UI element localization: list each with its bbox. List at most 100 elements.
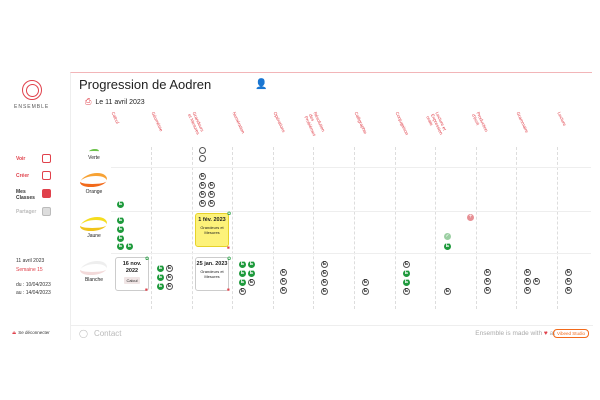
badge-grey[interactable]: E (321, 270, 328, 277)
badge-grey[interactable]: E (239, 288, 246, 295)
nav-voir[interactable]: Voir (16, 156, 26, 162)
validation-card[interactable]: 1 fév. 2023 Grandeurs et Mesures (195, 213, 229, 247)
badge-grey[interactable]: E (280, 269, 287, 276)
badge-green[interactable]: E (126, 243, 133, 250)
green-belt-icon (88, 149, 100, 153)
badge-grey[interactable]: E (166, 265, 173, 272)
validation-card[interactable]: 16 nov. 2022 Calcul (115, 257, 149, 291)
add-icon[interactable]: + (467, 214, 474, 221)
badge-grey[interactable]: E (199, 173, 206, 180)
badge-grey[interactable]: E (166, 274, 173, 281)
nav-mes-classes[interactable]: Mes Classes (16, 189, 35, 201)
badge-green[interactable]: E (239, 261, 246, 268)
badge-green[interactable]: E (117, 226, 124, 233)
badge-grey[interactable]: E (403, 261, 410, 268)
badge-grey[interactable]: E (248, 279, 255, 286)
badge-grey[interactable]: E (208, 200, 215, 207)
week-end: au : 14/04/2023 (16, 290, 51, 296)
column-header-calcul: Calcul (110, 111, 121, 125)
badge-grey[interactable]: E (208, 182, 215, 189)
user-settings-icon[interactable]: 👤 (255, 79, 268, 90)
validation-card[interactable]: 25 jan. 2023 Grandeurs et Mesures (195, 257, 229, 291)
badge-grey[interactable]: E (280, 287, 287, 294)
badge-green[interactable]: E (239, 270, 246, 277)
badge-grey[interactable]: E (524, 278, 531, 285)
pen-icon[interactable] (42, 171, 51, 180)
badge-grey[interactable]: E (321, 261, 328, 268)
badge-grey[interactable]: E (199, 191, 206, 198)
badge-grey[interactable]: E (484, 287, 491, 294)
badge-grey[interactable]: E (524, 269, 531, 276)
column-header-lecture: Lecture (556, 111, 568, 127)
printer-icon[interactable]: ⎙ (85, 97, 92, 106)
contact-link[interactable]: ◯ Contact (79, 329, 122, 338)
badge-green[interactable]: E (117, 243, 124, 250)
trash-icon[interactable]: ■ (145, 287, 148, 292)
badge-grey[interactable] (199, 147, 206, 154)
badge-grey[interactable]: E (321, 279, 328, 286)
badge-green[interactable]: E (117, 235, 124, 242)
badge-grey[interactable]: E (403, 288, 410, 295)
badge-green[interactable]: E (117, 201, 124, 208)
badge-grey[interactable]: E (484, 269, 491, 276)
studio-badge[interactable]: Vibeed Studio (553, 329, 589, 338)
share-icon[interactable] (42, 207, 51, 216)
trash-icon[interactable]: ■ (227, 287, 230, 292)
level-blanche: Blanche (77, 261, 111, 283)
badge-grey[interactable]: E (565, 278, 572, 285)
badge-grey[interactable]: E (524, 287, 531, 294)
gear-icon[interactable]: ✿ (145, 256, 150, 262)
level-jaune: Jaune (77, 217, 111, 239)
level-verte: Verte (77, 149, 111, 161)
date-line: ⎙ Le 11 avril 2023 (85, 97, 145, 107)
column-header-numeration: Numération (231, 111, 246, 135)
white-belt-icon (77, 261, 111, 275)
column-header-calligraphie: Calligraphie (353, 111, 369, 135)
badge-grey[interactable]: E (362, 279, 369, 286)
ensemble-logo[interactable] (22, 80, 42, 100)
badge-grey[interactable]: E (321, 288, 328, 295)
nav-creer[interactable]: Créer (16, 173, 30, 179)
badge-grey[interactable]: E (533, 278, 540, 285)
classes-icon[interactable] (42, 189, 51, 198)
gear-icon[interactable]: ✿ (227, 211, 232, 217)
badge-grey[interactable]: E (565, 287, 572, 294)
badge-grey[interactable]: E (484, 278, 491, 285)
column-header-grammaire: Grammaire (515, 111, 530, 134)
badge-grey[interactable]: E (565, 269, 572, 276)
check-icon[interactable]: ✓ (444, 233, 451, 240)
badge-green[interactable]: E (157, 283, 164, 290)
orange-belt-icon (77, 173, 111, 187)
badge-grey[interactable]: E (444, 288, 451, 295)
page-title: Progression de Aodren (79, 77, 212, 92)
badge-grey[interactable]: E (280, 278, 287, 285)
badge-grey[interactable]: E (362, 288, 369, 295)
current-date: 11 avril 2023 (16, 258, 45, 264)
level-orange: Orange (77, 173, 111, 195)
heart-icon: ♥ (543, 330, 548, 337)
badge-grey[interactable]: E (199, 182, 206, 189)
badge-grey[interactable]: E (208, 191, 215, 198)
column-header-grandeurs: Grandeurs et Mesures (186, 111, 205, 136)
badge-green[interactable]: E (117, 217, 124, 224)
footer: ◯ Contact Ensemble is made with ♥ at Vibe… (71, 325, 593, 341)
badge-grey[interactable] (199, 155, 206, 162)
trash-icon[interactable]: ■ (227, 245, 230, 250)
column-header-production: Production d'écrit (470, 111, 490, 133)
made-with-text: Ensemble is made with ♥ at (475, 330, 555, 337)
badge-grey[interactable]: E (199, 200, 206, 207)
badge-green[interactable]: E (248, 261, 255, 268)
gear-icon[interactable]: ✿ (227, 256, 232, 262)
badge-green[interactable]: E (248, 270, 255, 277)
badge-grey[interactable]: E (166, 283, 173, 290)
badge-green[interactable]: E (157, 265, 164, 272)
badge-green[interactable]: E (444, 243, 451, 250)
badge-green[interactable]: E (239, 279, 246, 286)
nav-partager[interactable]: Partager (16, 209, 37, 215)
eye-icon[interactable] (42, 154, 51, 163)
logout-link[interactable]: Se déconnecter (12, 330, 50, 336)
badge-green[interactable]: E (403, 270, 410, 277)
column-header-resolution: Résolution des Problèmes (303, 111, 326, 137)
badge-green[interactable]: E (403, 279, 410, 286)
badge-green[interactable]: E (157, 274, 164, 281)
